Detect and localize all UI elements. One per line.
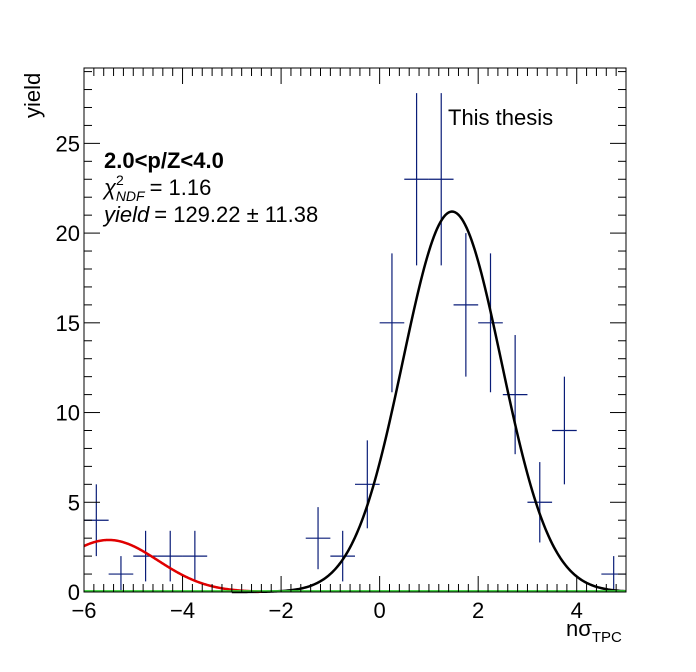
chi2-sup: 2 xyxy=(116,172,124,188)
tick-labels-layer: −6 −4 −2 0 2 4 0 5 10 15 20 25 xyxy=(56,131,583,623)
signal-fit-curve xyxy=(231,210,627,594)
momentum-range-label: 2.0<p/Z<4.0 xyxy=(104,148,224,173)
y-axis-title: yield xyxy=(20,73,45,118)
data-point xyxy=(182,530,208,582)
chi2-value: = 1.16 xyxy=(150,175,212,200)
data-point xyxy=(330,530,355,582)
x-tick-label: 2 xyxy=(472,598,484,623)
data-point xyxy=(355,440,380,529)
ticks-layer xyxy=(83,68,627,593)
data-point xyxy=(502,335,528,455)
this-thesis-label: This thesis xyxy=(448,105,553,130)
chi2-symbol: χ xyxy=(102,175,117,200)
x-axis-title: nσTPC xyxy=(566,616,622,646)
data-point xyxy=(379,253,405,393)
yield-symbol: yield xyxy=(102,202,150,227)
x-tick-label: 0 xyxy=(374,598,386,623)
x-tick-label: 4 xyxy=(571,598,583,623)
y-tick-label: 20 xyxy=(56,221,80,246)
x-axis-title-sub: TPC xyxy=(592,629,622,646)
y-tick-label: 5 xyxy=(68,490,80,515)
data-point xyxy=(428,93,454,266)
y-tick-label: 10 xyxy=(56,401,80,426)
yield-label: yield = 129.22 ± 11.38 xyxy=(102,202,318,227)
chi2-sub: NDF xyxy=(116,188,146,204)
y-tick-label: 0 xyxy=(68,580,80,605)
chi2-label: χ2 NDF = 1.16 xyxy=(102,172,211,204)
yield-value: = 129.22 ± 11.38 xyxy=(154,202,318,227)
data-point xyxy=(404,93,429,266)
data-point xyxy=(157,530,183,582)
data-point xyxy=(478,253,503,393)
data-point xyxy=(552,376,577,485)
x-tick-label: −4 xyxy=(170,598,195,623)
plot-frame xyxy=(83,67,627,593)
data-point xyxy=(305,507,331,570)
series-layer xyxy=(83,93,627,594)
y-tick-label: 25 xyxy=(56,131,80,156)
data-point xyxy=(527,462,553,543)
data-point xyxy=(108,556,134,592)
x-tick-label: −2 xyxy=(269,598,294,623)
data-point xyxy=(133,530,158,582)
x-tick-label: −6 xyxy=(71,598,96,623)
y-tick-label: 15 xyxy=(56,311,80,336)
data-point xyxy=(453,233,479,377)
x-axis-title-main: nσ xyxy=(566,616,592,641)
